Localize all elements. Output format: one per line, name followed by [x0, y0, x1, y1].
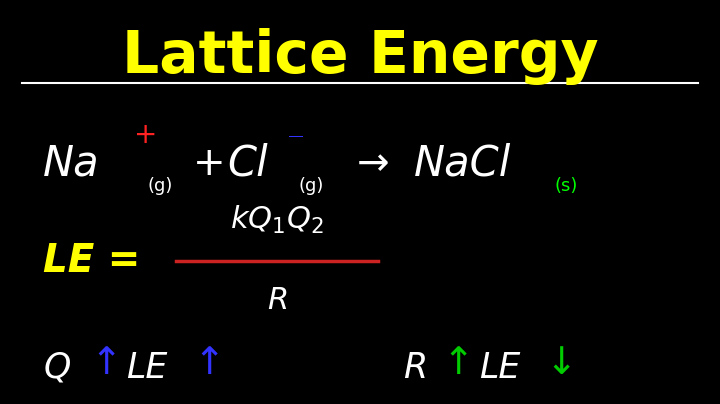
Text: $\overline{\,\,\,}$: $\overline{\,\,\,}$: [288, 121, 302, 145]
Text: (g): (g): [148, 177, 173, 195]
Text: LE =: LE =: [43, 242, 140, 280]
Text: LE: LE: [479, 351, 520, 385]
Text: (s): (s): [554, 177, 577, 195]
Text: Na: Na: [43, 143, 100, 185]
Text: LE: LE: [126, 351, 167, 385]
Text: →: →: [356, 145, 389, 183]
Text: NaCl: NaCl: [414, 143, 511, 185]
Text: $R$: $R$: [267, 286, 287, 316]
Text: ↑: ↑: [443, 345, 474, 382]
Text: +: +: [193, 145, 225, 183]
Text: $+$: $+$: [133, 121, 156, 149]
Text: ↓: ↓: [546, 345, 577, 382]
Text: (g): (g): [299, 177, 324, 195]
Text: ↑: ↑: [193, 345, 225, 382]
Text: Cl: Cl: [227, 143, 268, 185]
Text: Q: Q: [43, 351, 71, 385]
Text: $kQ_1Q_2$: $kQ_1Q_2$: [230, 204, 324, 236]
Text: R: R: [403, 351, 428, 385]
Text: Lattice Energy: Lattice Energy: [122, 28, 598, 85]
Text: ↑: ↑: [90, 345, 122, 382]
